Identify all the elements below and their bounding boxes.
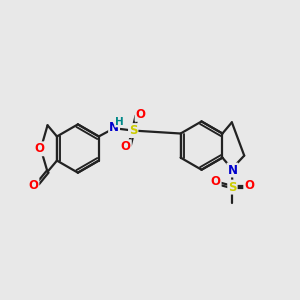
Text: N: N (109, 121, 119, 134)
Text: S: S (228, 181, 237, 194)
Text: S: S (129, 124, 137, 137)
Text: O: O (28, 178, 38, 192)
Text: O: O (136, 108, 146, 121)
Text: O: O (34, 142, 45, 155)
Text: O: O (244, 179, 254, 192)
Text: O: O (121, 140, 131, 153)
Text: O: O (211, 175, 221, 188)
Text: H: H (115, 117, 124, 127)
Text: N: N (227, 164, 237, 176)
